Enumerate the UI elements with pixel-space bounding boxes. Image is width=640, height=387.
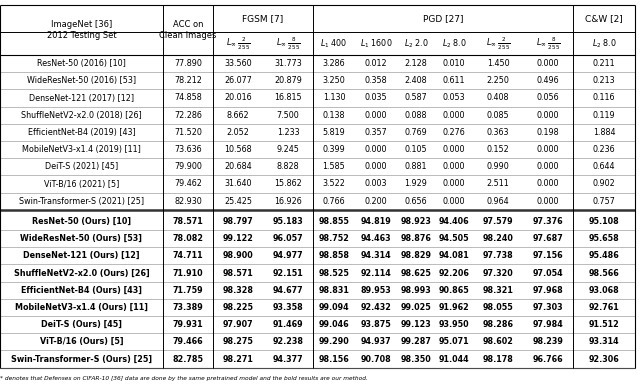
Text: 20.879: 20.879: [274, 76, 302, 85]
Text: 82.785: 82.785: [173, 354, 204, 363]
Text: 94.081: 94.081: [438, 251, 469, 260]
Text: 5.819: 5.819: [323, 128, 346, 137]
Text: 0.766: 0.766: [323, 197, 346, 206]
Text: 94.937: 94.937: [361, 337, 391, 346]
Text: 3.286: 3.286: [323, 59, 346, 68]
Text: 73.636: 73.636: [174, 145, 202, 154]
Text: 0.010: 0.010: [443, 59, 465, 68]
Text: 95.183: 95.183: [273, 217, 303, 226]
Text: 98.602: 98.602: [483, 337, 513, 346]
Text: 97.320: 97.320: [483, 269, 513, 277]
Text: 2.250: 2.250: [486, 76, 509, 85]
Text: 0.000: 0.000: [537, 145, 559, 154]
Text: 0.587: 0.587: [404, 94, 428, 103]
Text: ImageNet [36]
2012 Testing Set: ImageNet [36] 2012 Testing Set: [47, 20, 116, 40]
Text: 90.865: 90.865: [438, 286, 469, 295]
Text: 0.000: 0.000: [537, 111, 559, 120]
Text: 31.773: 31.773: [274, 59, 302, 68]
Text: 92.306: 92.306: [589, 354, 620, 363]
Text: 94.377: 94.377: [273, 354, 303, 363]
Text: 0.902: 0.902: [593, 180, 616, 188]
Text: 92.761: 92.761: [589, 303, 620, 312]
Text: 91.512: 91.512: [589, 320, 620, 329]
Text: 0.119: 0.119: [593, 111, 615, 120]
Text: 2.128: 2.128: [404, 59, 428, 68]
Text: 0.757: 0.757: [593, 197, 616, 206]
Text: 99.287: 99.287: [401, 337, 431, 346]
Text: 2.511: 2.511: [486, 180, 509, 188]
Text: $L_2$ 8.0: $L_2$ 8.0: [591, 37, 616, 50]
Text: 0.990: 0.990: [486, 162, 509, 171]
Text: 97.968: 97.968: [532, 286, 563, 295]
Text: 0.056: 0.056: [537, 94, 559, 103]
Text: 97.984: 97.984: [532, 320, 563, 329]
Text: 0.000: 0.000: [443, 111, 465, 120]
Text: 0.000: 0.000: [537, 59, 559, 68]
Text: $L_1$ 1600: $L_1$ 1600: [360, 37, 392, 50]
Text: 0.213: 0.213: [593, 76, 615, 85]
Text: 0.116: 0.116: [593, 94, 615, 103]
Text: 94.314: 94.314: [361, 251, 391, 260]
Text: ShuffleNetV2-x2.0 (2018) [26]: ShuffleNetV2-x2.0 (2018) [26]: [21, 111, 142, 120]
Text: ResNet-50 (2016) [10]: ResNet-50 (2016) [10]: [37, 59, 126, 68]
Text: 97.738: 97.738: [483, 251, 513, 260]
Text: 78.571: 78.571: [173, 217, 204, 226]
Text: 0.611: 0.611: [443, 76, 465, 85]
Text: $L_\infty$ $\frac{2}{255}$: $L_\infty$ $\frac{2}{255}$: [226, 35, 250, 51]
Text: 16.815: 16.815: [274, 94, 302, 103]
Text: 99.025: 99.025: [401, 303, 431, 312]
Text: 0.236: 0.236: [593, 145, 615, 154]
Text: 0.964: 0.964: [486, 197, 509, 206]
Text: 99.290: 99.290: [319, 337, 349, 346]
Text: Swin-Transformer-S (Ours) [25]: Swin-Transformer-S (Ours) [25]: [11, 354, 152, 363]
Text: 97.376: 97.376: [532, 217, 563, 226]
Text: $L_1$ 400: $L_1$ 400: [320, 37, 348, 50]
Text: 1.585: 1.585: [323, 162, 346, 171]
Text: 8.662: 8.662: [227, 111, 250, 120]
Text: 15.862: 15.862: [274, 180, 302, 188]
Text: 3.522: 3.522: [323, 180, 346, 188]
Text: 71.520: 71.520: [174, 128, 202, 137]
Text: 10.568: 10.568: [224, 145, 252, 154]
Text: 98.831: 98.831: [319, 286, 349, 295]
Text: 0.211: 0.211: [593, 59, 615, 68]
Text: $L_\infty$ $\frac{2}{255}$: $L_\infty$ $\frac{2}{255}$: [486, 35, 510, 51]
Text: $L_\infty$ $\frac{8}{255}$: $L_\infty$ $\frac{8}{255}$: [276, 35, 300, 51]
Text: 98.275: 98.275: [223, 337, 253, 346]
Text: 0.363: 0.363: [487, 128, 509, 137]
Text: 0.000: 0.000: [365, 145, 387, 154]
Text: 98.855: 98.855: [319, 217, 349, 226]
Text: 79.466: 79.466: [173, 337, 204, 346]
Text: 79.900: 79.900: [174, 162, 202, 171]
Text: 0.000: 0.000: [443, 180, 465, 188]
Text: ResNet-50 (Ours) [10]: ResNet-50 (Ours) [10]: [32, 217, 131, 226]
Text: 0.198: 0.198: [537, 128, 559, 137]
Text: 77.890: 77.890: [174, 59, 202, 68]
Text: 0.000: 0.000: [537, 162, 559, 171]
Text: 0.496: 0.496: [537, 76, 559, 85]
Text: 98.923: 98.923: [401, 217, 431, 226]
Text: 93.875: 93.875: [360, 320, 392, 329]
Text: 94.977: 94.977: [273, 251, 303, 260]
Text: 0.000: 0.000: [365, 162, 387, 171]
Text: 7.500: 7.500: [276, 111, 300, 120]
Text: PGD [27]: PGD [27]: [423, 14, 463, 23]
Text: 0.053: 0.053: [443, 94, 465, 103]
Text: 98.625: 98.625: [401, 269, 431, 277]
Text: 0.000: 0.000: [443, 145, 465, 154]
Text: 0.276: 0.276: [443, 128, 465, 137]
Text: 78.212: 78.212: [174, 76, 202, 85]
Text: 98.239: 98.239: [532, 337, 563, 346]
Text: 0.152: 0.152: [486, 145, 509, 154]
Text: 92.114: 92.114: [360, 269, 392, 277]
Text: 98.350: 98.350: [401, 354, 431, 363]
Text: 31.640: 31.640: [224, 180, 252, 188]
Text: 16.926: 16.926: [274, 197, 302, 206]
Text: 74.858: 74.858: [174, 94, 202, 103]
Text: 2.052: 2.052: [227, 128, 250, 137]
Text: 0.000: 0.000: [537, 197, 559, 206]
Text: 98.566: 98.566: [589, 269, 620, 277]
Text: 98.797: 98.797: [223, 217, 253, 226]
Text: 0.003: 0.003: [365, 180, 387, 188]
Text: 95.486: 95.486: [589, 251, 620, 260]
